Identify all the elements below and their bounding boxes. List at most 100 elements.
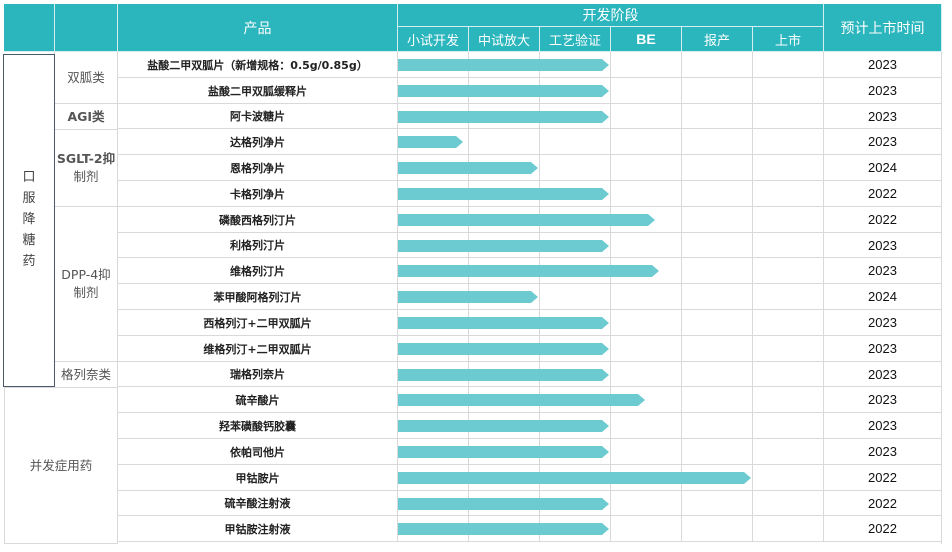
launch-year-cell: 2023 xyxy=(824,233,942,258)
product-cell: 维格列汀片 xyxy=(118,258,398,284)
subgroup-dpp4-line1: DPP-4抑 xyxy=(61,267,111,282)
stage-cell xyxy=(682,516,753,542)
progress-bar xyxy=(398,394,644,406)
launch-year-cell: 2024 xyxy=(824,284,942,310)
stage-cell xyxy=(682,78,753,104)
stage-cell xyxy=(469,129,540,155)
header-blank-subgroup xyxy=(55,4,118,52)
subgroup-sglt2-line1: SGLT-2抑 xyxy=(56,151,116,166)
stage-cell xyxy=(611,181,682,207)
stage-cell xyxy=(682,336,753,362)
progress-bar xyxy=(398,343,609,355)
stage-cell xyxy=(540,284,611,310)
product-cell: 阿卡波糖片 xyxy=(118,104,398,129)
stage-cell xyxy=(682,439,753,465)
stage-cell xyxy=(682,104,753,129)
progress-bar xyxy=(398,265,659,277)
progress-bar xyxy=(398,214,656,226)
progress-bar xyxy=(398,291,538,303)
product-cell: 依帕司他片 xyxy=(118,439,398,465)
stage-cell xyxy=(611,52,682,78)
progress-bar xyxy=(398,162,538,174)
stage-cell xyxy=(753,284,824,310)
progress-bar xyxy=(398,369,609,381)
progress-bar xyxy=(398,136,464,148)
stage-cell xyxy=(682,207,753,233)
product-cell: 盐酸二甲双胍缓释片 xyxy=(118,78,398,104)
header-stage-5: 报产 xyxy=(682,27,753,52)
launch-year-cell: 2023 xyxy=(824,387,942,413)
launch-year-cell: 2022 xyxy=(824,181,942,207)
group-char: 药 xyxy=(22,254,36,269)
launch-year-cell: 2023 xyxy=(824,78,942,104)
header-stage-6: 上市 xyxy=(753,27,824,52)
stage-cell xyxy=(753,104,824,129)
launch-year-cell: 2023 xyxy=(824,310,942,336)
subgroup-dpp4: DPP-4抑 制剂 xyxy=(55,207,118,362)
group-complications: 并发症用药 xyxy=(4,388,118,544)
group-char: 口 xyxy=(22,170,36,185)
stage-cell xyxy=(682,233,753,258)
header-stage-2: 中试放大 xyxy=(469,27,540,52)
stage-cell xyxy=(682,181,753,207)
header-stage-group: 开发阶段 xyxy=(398,4,824,27)
stage-cell xyxy=(682,258,753,284)
product-cell: 瑞格列奈片 xyxy=(118,362,398,387)
product-cell: 卡格列净片 xyxy=(118,181,398,207)
stage-cell xyxy=(611,310,682,336)
header-stage-3: 工艺验证 xyxy=(540,27,611,52)
header-stage-4: BE xyxy=(611,27,682,52)
launch-year-cell: 2022 xyxy=(824,465,942,491)
subgroup-sglt2-line2: 制剂 xyxy=(73,169,99,184)
product-cell: 磷酸西格列汀片 xyxy=(118,207,398,233)
stage-cell xyxy=(753,491,824,516)
progress-bar xyxy=(398,317,609,329)
stage-cell xyxy=(611,336,682,362)
stage-cell xyxy=(611,233,682,258)
progress-bar xyxy=(398,446,609,458)
stage-cell xyxy=(753,362,824,387)
launch-year-cell: 2024 xyxy=(824,155,942,181)
stage-cell xyxy=(753,78,824,104)
stage-cell xyxy=(611,516,682,542)
progress-bar xyxy=(398,498,609,510)
subgroup-agi: AGI类 xyxy=(55,104,118,130)
stage-cell xyxy=(753,129,824,155)
launch-year-cell: 2023 xyxy=(824,413,942,439)
subgroup-dpp4-line2: 制剂 xyxy=(73,285,99,300)
stage-cell xyxy=(753,413,824,439)
progress-bar xyxy=(398,111,609,123)
launch-year-cell: 2022 xyxy=(824,516,942,542)
group-char: 糖 xyxy=(22,233,36,248)
progress-bar xyxy=(398,523,609,535)
stage-cell xyxy=(682,491,753,516)
subgroup-glinide: 格列奈类 xyxy=(55,362,118,388)
product-cell: 利格列汀片 xyxy=(118,233,398,258)
launch-year-cell: 2023 xyxy=(824,439,942,465)
launch-year-cell: 2023 xyxy=(824,362,942,387)
product-cell: 达格列净片 xyxy=(118,129,398,155)
stage-cell xyxy=(611,155,682,181)
stage-cell xyxy=(611,491,682,516)
stage-cell xyxy=(611,129,682,155)
product-cell: 恩格列净片 xyxy=(118,155,398,181)
launch-year-cell: 2023 xyxy=(824,258,942,284)
stage-cell xyxy=(540,155,611,181)
stage-cell xyxy=(753,465,824,491)
stage-cell xyxy=(753,336,824,362)
progress-bar xyxy=(398,472,751,484)
launch-year-cell: 2023 xyxy=(824,129,942,155)
table-right-border xyxy=(941,52,942,544)
product-cell: 苯甲酸阿格列汀片 xyxy=(118,284,398,310)
group-char: 降 xyxy=(22,212,36,227)
stage-cell xyxy=(753,258,824,284)
progress-bar xyxy=(398,188,609,200)
stage-cell xyxy=(753,181,824,207)
subgroup-biguanide: 双胍类 xyxy=(55,52,118,104)
stage-cell xyxy=(753,516,824,542)
product-cell: 西格列汀+二甲双胍片 xyxy=(118,310,398,336)
header-product: 产品 xyxy=(118,4,398,52)
progress-bar xyxy=(398,59,609,71)
stage-cell xyxy=(682,362,753,387)
stage-cell xyxy=(682,52,753,78)
